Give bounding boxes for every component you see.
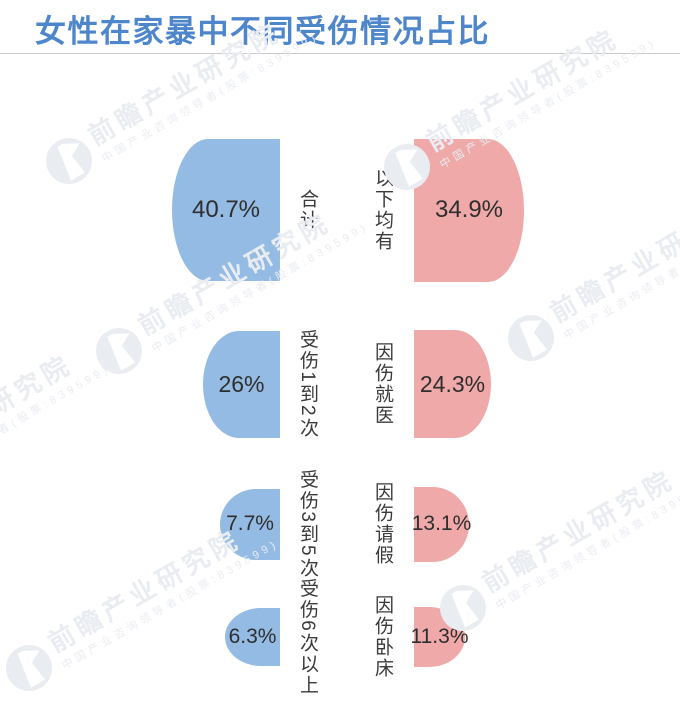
bar-value-label: 26% (218, 370, 265, 397)
title-divider (0, 53, 680, 54)
qianzhan-logo-icon (6, 645, 52, 691)
left-category-label-2: 受伤3到5次 (297, 469, 318, 579)
right-bar-因伤卧床[interactable]: 11.3% (411, 607, 469, 667)
chart-title: 女性在家暴中不同受伤情况占比 (35, 14, 490, 49)
watermark-brand: 前瞻产业研究院 (476, 463, 680, 599)
right-category-label-3: 因伤卧床 (372, 595, 393, 679)
bar-value-label: 24.3% (419, 370, 486, 397)
watermark-texts: 前瞻产业研究院 中国产业咨询领导者(股票:839599) (0, 334, 113, 498)
right-bar-因伤请假[interactable]: 13.1% (411, 486, 472, 562)
qianzhan-logo-icon (508, 315, 554, 361)
qianzhan-logo-icon (96, 328, 142, 374)
right-bar-因伤就医[interactable]: 24.3% (414, 330, 491, 438)
qianzhan-logo-icon (46, 138, 92, 184)
left-bar-受伤3到5次[interactable]: 7.7% (220, 488, 280, 560)
left-bar-合计[interactable]: 40.7% (172, 139, 280, 281)
left-category-label-1: 受伤1到2次 (297, 329, 318, 439)
bar-value-label: 7.7% (226, 512, 274, 535)
watermark-5: 前瞻产业研究院 中国产业咨询领导者(股票:839599) (500, 179, 680, 369)
bar-value-label: 13.1% (411, 512, 472, 535)
left-bar-受伤1到2次[interactable]: 26% (203, 330, 280, 438)
bar-value-label: 34.9% (434, 196, 504, 223)
right-category-label-2: 因伤请假 (372, 482, 393, 566)
right-category-label-0: 以下均有 (372, 168, 393, 252)
left-category-label-3: 受伤6次以上 (297, 578, 318, 696)
bar-value-label: 11.3% (410, 625, 469, 648)
watermark-tagline: 中国产业咨询领导者(股票:839599) (561, 207, 680, 343)
watermark-texts: 前瞻产业研究院 中国产业咨询领导者(股票:839599) (545, 179, 680, 343)
watermark-tagline: 中国产业咨询领导者(股票:839599) (493, 477, 680, 613)
watermark-6: 前瞻产业研究院 中国产业咨询领导者(股票:839599) (0, 334, 113, 524)
right-bar-以下均有[interactable]: 34.9% (414, 138, 524, 282)
left-bar-受伤6次以上[interactable]: 6.3% (225, 608, 280, 666)
bar-value-label: 40.7% (191, 196, 261, 223)
watermark-brand: 前瞻产业研究院 (0, 348, 78, 484)
right-category-label-1: 因伤就医 (372, 342, 393, 426)
watermark-texts: 前瞻产业研究院 中国产业咨询领导者(股票:839599) (477, 449, 680, 613)
watermark-4: 前瞻产业研究院 中国产业咨询领导者(股票:839599) (432, 449, 680, 639)
watermark-tagline: 中国产业咨询领导者(股票:839599) (0, 362, 113, 498)
left-category-label-0: 合计 (297, 189, 318, 231)
watermark-brand: 前瞻产业研究院 (544, 193, 680, 329)
bar-value-label: 6.3% (228, 625, 277, 648)
